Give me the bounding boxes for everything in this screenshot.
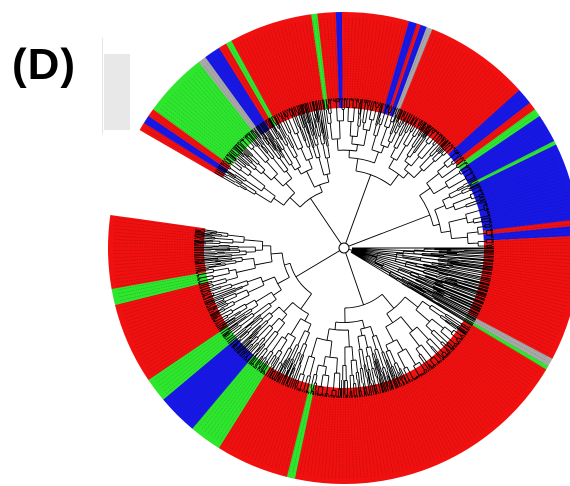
clade-segment-red [148, 109, 231, 170]
clade-segment-red [341, 12, 410, 114]
clade-segment-blue [389, 24, 427, 117]
clade-segment-green [286, 383, 315, 479]
panel-label: (D) [12, 40, 77, 89]
clade-segment-green [111, 272, 209, 306]
clade-segment-red [396, 29, 520, 155]
clade-segment-green [468, 140, 557, 187]
clade-segment-gray [465, 313, 553, 367]
clade-segment-red [482, 220, 570, 235]
clade-segment-red [294, 320, 547, 484]
clade-segment-green [311, 13, 329, 110]
clade-segment-red [114, 281, 228, 380]
inset-strip-block [104, 54, 130, 130]
clade-segment-red [454, 102, 536, 166]
clade-segment-red [231, 14, 325, 125]
clade-segment-red [387, 23, 422, 116]
root-node [338, 242, 350, 254]
clade-color-ring [107, 12, 570, 484]
clade-segment-blue [483, 226, 570, 241]
clade-segment-green [457, 109, 540, 170]
clade-segment-blue [205, 47, 270, 135]
clade-segment-blue [143, 115, 229, 174]
clade-segment-red [317, 12, 340, 109]
clade-segment-blue [382, 21, 418, 115]
clade-segment-blue [163, 337, 255, 429]
clade-segment-blue [469, 144, 570, 232]
clade-segment-red [139, 122, 226, 178]
clade-segment-blue [460, 116, 555, 185]
tree-branch-lines [193, 98, 495, 399]
clade-segment-green [463, 318, 549, 370]
clade-segment-green [148, 326, 237, 400]
clade-segment-green [153, 61, 258, 166]
clade-segment-green [192, 355, 270, 449]
tree-branches [193, 98, 495, 399]
clade-segment-green [226, 40, 278, 127]
clade-segment-blue [448, 90, 531, 162]
clade-segment-gray [393, 26, 433, 119]
clade-segment-red [467, 236, 570, 359]
clade-segment-red [218, 366, 311, 477]
clade-segment-red [107, 214, 207, 289]
clade-segment-red [218, 43, 275, 130]
clade-segment-gray [198, 56, 262, 138]
clade-segment-blue [335, 12, 343, 109]
